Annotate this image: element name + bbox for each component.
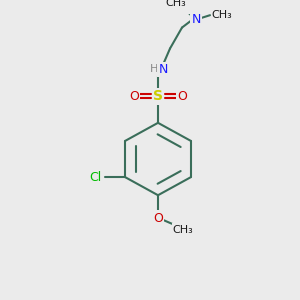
Text: O: O <box>153 212 163 225</box>
Text: CH₃: CH₃ <box>166 0 186 8</box>
Text: CH₃: CH₃ <box>212 10 233 20</box>
Text: N: N <box>191 14 201 26</box>
Text: Cl: Cl <box>89 171 101 184</box>
Text: CH₃: CH₃ <box>172 224 194 235</box>
Text: O: O <box>129 90 139 103</box>
Text: N: N <box>158 63 168 76</box>
Text: O: O <box>177 90 187 103</box>
Text: S: S <box>153 89 163 103</box>
Text: H: H <box>150 64 158 74</box>
